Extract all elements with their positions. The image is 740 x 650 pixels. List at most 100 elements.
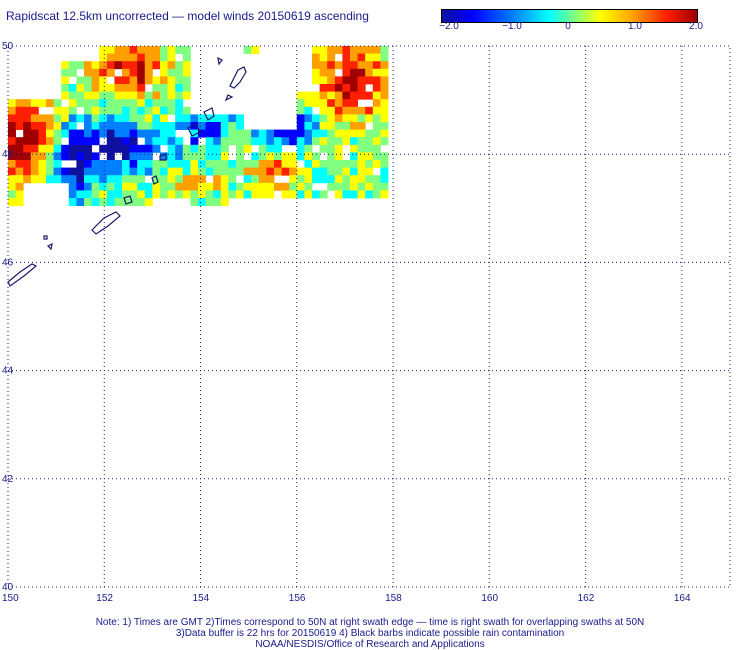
swath-cell (160, 175, 168, 184)
swath-cell (182, 61, 191, 70)
swath-cell (175, 137, 184, 146)
swath-cell (342, 84, 351, 92)
swath-cell (327, 167, 336, 176)
swath-cell (68, 84, 77, 92)
swath-cell (228, 114, 237, 123)
swath-cell (53, 122, 62, 130)
swath-cell (289, 160, 298, 168)
swath-cell (167, 175, 176, 184)
swath-cell (312, 46, 320, 54)
swath-cell (137, 167, 146, 176)
swath-cell (334, 175, 343, 184)
swath-cell (61, 68, 70, 77)
swath-cell (144, 122, 153, 130)
swath-cell (167, 167, 176, 176)
swath-cell (61, 122, 70, 130)
swath-cell (190, 137, 199, 146)
swath-cell (296, 114, 305, 123)
swath-cell (46, 175, 54, 184)
lat-label-42: 42 (2, 474, 14, 485)
swath-cell (91, 175, 100, 184)
swath-cell (106, 129, 115, 138)
swath-cell (266, 137, 275, 146)
swath-cell (198, 122, 206, 130)
swath-cell (281, 167, 290, 176)
swath-cell (15, 106, 24, 115)
swath-cell (8, 144, 16, 153)
swath-cell (304, 190, 313, 199)
swath-cell (380, 160, 389, 168)
swath-cell (182, 175, 191, 184)
swath-cell (122, 99, 130, 108)
swath-cell (296, 122, 305, 130)
swath-cell (106, 167, 115, 176)
swath-cell (122, 114, 130, 123)
swath-cell (152, 190, 161, 199)
swath-cell (53, 114, 62, 123)
swath-cell (122, 144, 130, 153)
swath-cell (114, 198, 123, 206)
swath-cell (152, 99, 161, 108)
swath-cell (8, 114, 16, 123)
swath-cell (61, 114, 70, 123)
swath-cell (129, 84, 138, 92)
swath-cell (84, 106, 92, 115)
swath-cell (350, 61, 358, 70)
swath-cell (319, 160, 328, 168)
swath-cell (99, 114, 108, 123)
swath-cell (220, 182, 229, 191)
swath-cell (372, 68, 381, 77)
swath-cell (99, 53, 108, 62)
swath-cell (342, 175, 351, 184)
swath-cell (30, 152, 39, 161)
swath-cell (122, 198, 130, 206)
wind-swath-cells (8, 46, 389, 206)
swath-cell (327, 175, 336, 184)
swath-cell (38, 114, 47, 123)
swath-cell (30, 114, 39, 123)
swath-cell (350, 190, 358, 199)
swath-cell (213, 190, 222, 199)
swath-cell (84, 68, 92, 77)
swath-cell (350, 137, 358, 146)
swath-cell (46, 122, 54, 130)
swath-cell (365, 175, 374, 184)
swath-cell (236, 190, 244, 199)
swath-cell (198, 190, 206, 199)
swath-cell (312, 114, 320, 123)
swath-cell (99, 84, 108, 92)
swath-cell (327, 106, 336, 115)
swath-cell (106, 106, 115, 115)
swath-cell (304, 91, 313, 100)
swath-cell (137, 190, 146, 199)
swath-cell (38, 144, 47, 153)
swath-cell (334, 61, 343, 70)
swath-cell (243, 46, 252, 54)
swath-cell (175, 167, 184, 176)
lon-label-164: 164 (674, 593, 691, 604)
swath-cell (198, 182, 206, 191)
note-line-3: NOAA/NESDIS/Office of Research and Appli… (255, 639, 485, 650)
swath-cell (372, 46, 381, 54)
swath-cell (99, 182, 108, 191)
swath-cell (122, 137, 130, 146)
swath-cell (152, 167, 161, 176)
swath-cell (190, 152, 199, 161)
swath-cell (91, 61, 100, 70)
swath-cell (114, 53, 123, 62)
swath-cell (350, 99, 358, 108)
swath-cell (357, 76, 366, 85)
swath-cell (38, 160, 47, 168)
swath-cell (304, 152, 313, 161)
swath-cell (312, 68, 320, 77)
swath-cell (144, 190, 153, 199)
swath-cell (350, 182, 358, 191)
swath-cell (61, 106, 70, 115)
swath-cell (160, 152, 168, 161)
swath-cell (205, 122, 214, 130)
swath-cell (182, 160, 191, 168)
swath-cell (365, 160, 374, 168)
colorbar-label-neg1: −1.0 (502, 21, 522, 32)
swath-cell (380, 137, 389, 146)
